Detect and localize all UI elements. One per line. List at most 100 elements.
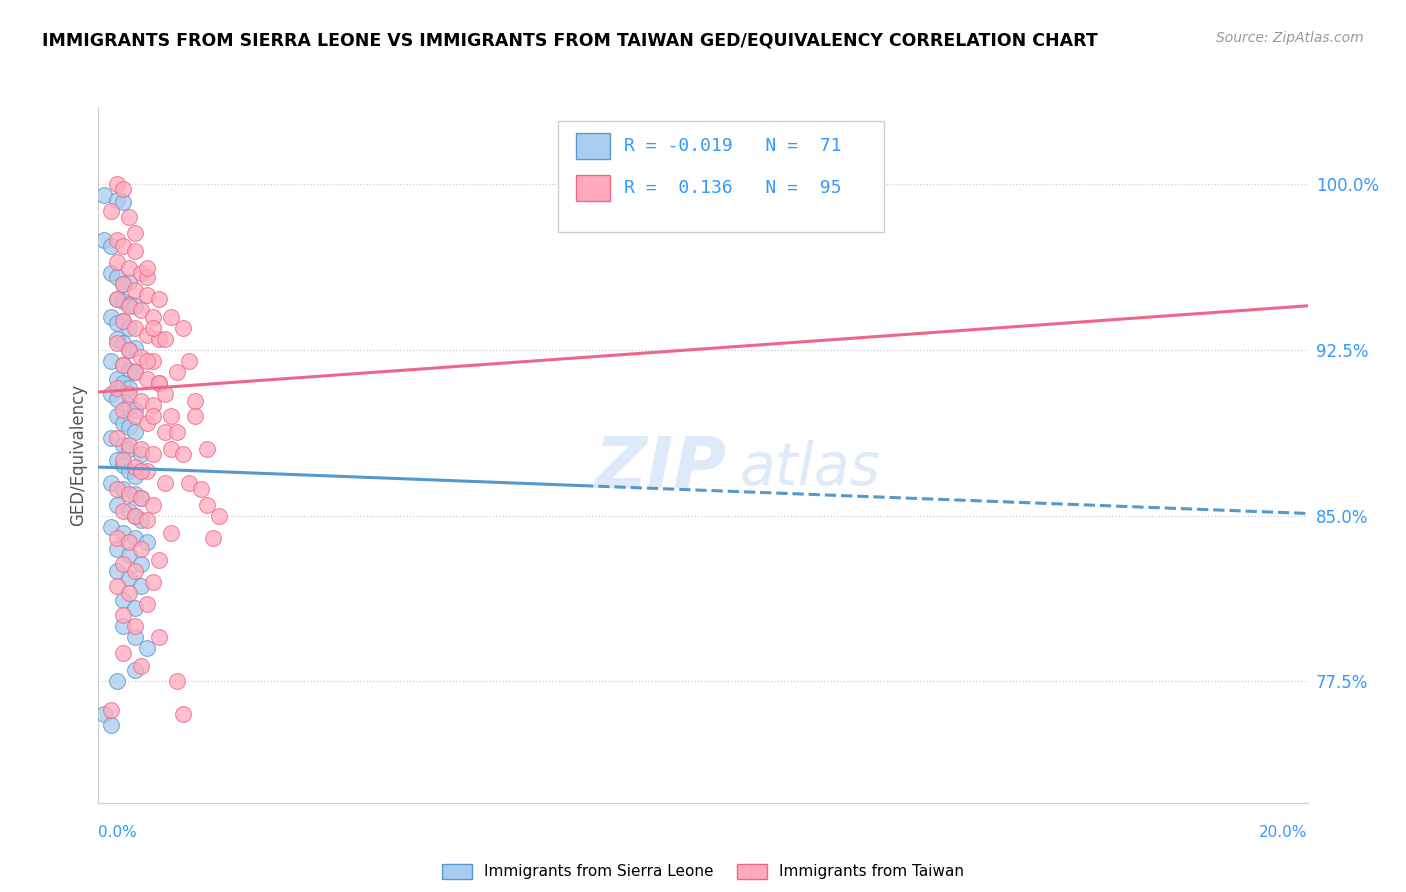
Point <box>142 354 165 368</box>
Point <box>105 233 128 247</box>
Point <box>118 398 141 412</box>
Point <box>172 321 194 335</box>
Point <box>100 387 122 401</box>
Point <box>148 376 170 391</box>
Point <box>118 504 141 518</box>
Point <box>129 579 152 593</box>
Point <box>111 482 134 496</box>
Point <box>105 254 128 268</box>
Point <box>195 442 218 457</box>
Point <box>129 658 152 673</box>
Point <box>124 409 146 424</box>
Point <box>142 447 165 461</box>
Point <box>129 350 152 364</box>
Point <box>111 402 134 417</box>
Point <box>105 193 128 207</box>
Point <box>135 513 157 527</box>
Point <box>166 365 188 379</box>
Point <box>105 579 128 593</box>
Point <box>160 310 183 324</box>
Point <box>111 504 134 518</box>
Point <box>135 535 157 549</box>
Point <box>105 332 128 346</box>
Y-axis label: GED/Equivalency: GED/Equivalency <box>69 384 87 526</box>
Point <box>118 261 141 276</box>
Point <box>135 465 157 479</box>
Text: 0.0%: 0.0% <box>98 825 138 840</box>
Point <box>124 284 146 298</box>
Point <box>111 646 134 660</box>
Text: atlas: atlas <box>740 441 880 498</box>
Point <box>105 453 128 467</box>
FancyBboxPatch shape <box>576 175 610 201</box>
Point <box>111 608 134 623</box>
Point <box>118 211 141 225</box>
Point <box>111 416 134 430</box>
Point <box>129 558 152 572</box>
Point <box>100 203 122 218</box>
Point <box>105 409 128 424</box>
Point <box>135 641 157 656</box>
Point <box>111 314 134 328</box>
Point <box>105 336 128 351</box>
Point <box>195 498 218 512</box>
Point <box>129 266 152 280</box>
Point <box>118 570 141 584</box>
Point <box>135 287 157 301</box>
Point <box>100 239 122 253</box>
Point <box>111 619 134 633</box>
Legend: Immigrants from Sierra Leone, Immigrants from Taiwan: Immigrants from Sierra Leone, Immigrants… <box>436 857 970 886</box>
Point <box>129 447 152 461</box>
Point <box>129 393 152 408</box>
Point <box>100 310 122 324</box>
Point <box>118 438 141 452</box>
Point <box>118 442 141 457</box>
Point <box>93 233 115 247</box>
Point <box>129 465 152 479</box>
Point <box>105 380 128 394</box>
Point <box>118 535 141 549</box>
Point <box>124 365 146 379</box>
Point <box>148 292 170 306</box>
FancyBboxPatch shape <box>576 133 610 159</box>
Point <box>135 416 157 430</box>
Point <box>118 549 141 563</box>
Point <box>153 332 176 346</box>
Point <box>129 491 152 505</box>
Point <box>105 372 128 386</box>
Point <box>129 491 152 505</box>
Point <box>124 619 146 633</box>
Point <box>111 359 134 373</box>
Point <box>118 486 141 500</box>
Point <box>105 431 128 445</box>
Point <box>105 317 128 331</box>
Point <box>135 372 157 386</box>
Point <box>111 182 134 196</box>
Point <box>124 460 146 475</box>
Point <box>142 321 165 335</box>
Point <box>124 564 146 578</box>
Point <box>93 188 115 202</box>
Point <box>124 508 146 523</box>
Point <box>135 261 157 276</box>
Point <box>172 447 194 461</box>
FancyBboxPatch shape <box>558 121 884 232</box>
Point <box>111 314 134 328</box>
Point <box>153 387 176 401</box>
Point <box>111 277 134 291</box>
Point <box>118 586 141 600</box>
Point <box>93 707 115 722</box>
Point <box>124 469 146 483</box>
Point <box>202 531 225 545</box>
Point <box>105 674 128 689</box>
Point <box>148 332 170 346</box>
Point <box>100 519 122 533</box>
Point <box>118 343 141 357</box>
Point <box>129 442 152 457</box>
Point <box>111 453 134 467</box>
Point <box>105 541 128 556</box>
Point <box>111 526 134 541</box>
Point <box>118 420 141 434</box>
Point <box>111 592 134 607</box>
Point <box>177 475 201 490</box>
